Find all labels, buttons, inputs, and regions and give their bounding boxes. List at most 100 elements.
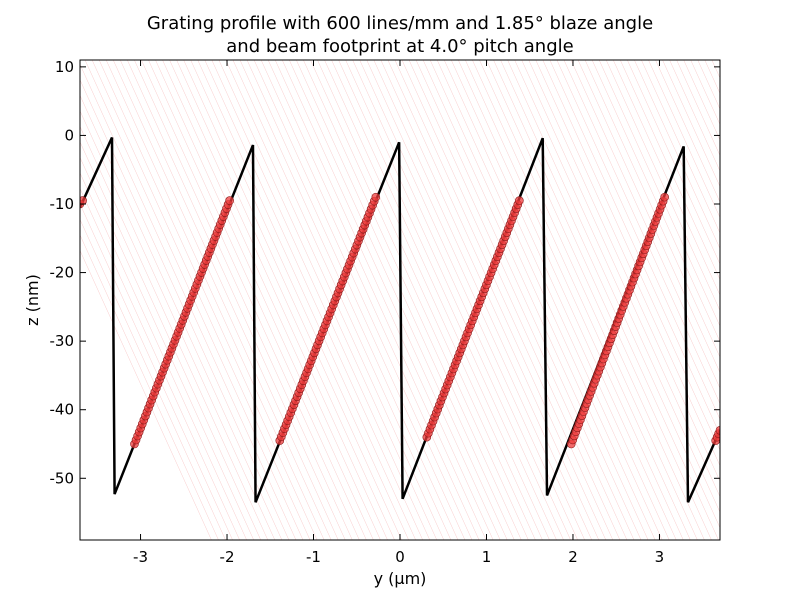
ray-trace-line bbox=[80, 141, 261, 540]
ray-trace-line bbox=[570, 60, 720, 389]
ray-trace-line bbox=[366, 60, 585, 540]
ray-trace-line bbox=[127, 60, 346, 540]
ray-trace-line bbox=[204, 60, 423, 540]
y-tick-label: -40 bbox=[50, 401, 75, 419]
ray-trace-line bbox=[711, 60, 720, 79]
chart-title-line-1: Grating profile with 600 lines/mm and 1.… bbox=[146, 13, 654, 34]
y-tick-label: -20 bbox=[50, 264, 75, 282]
y-axis-label: z (nm) bbox=[23, 274, 42, 326]
footprint-point bbox=[225, 196, 234, 205]
ray-trace-line bbox=[113, 60, 332, 540]
ray-trace-line bbox=[331, 60, 550, 540]
ray-trace-line bbox=[176, 60, 395, 540]
ray-trace-line bbox=[521, 60, 720, 498]
ray-trace-line bbox=[352, 60, 571, 540]
ray-trace-line bbox=[162, 60, 381, 540]
ray-trace-line bbox=[80, 125, 269, 540]
ray-trace-line bbox=[789, 60, 800, 540]
ray-trace-line bbox=[232, 60, 452, 540]
footprint-point bbox=[715, 425, 720, 435]
ray-trace-line bbox=[528, 60, 720, 482]
footprint-point bbox=[371, 192, 381, 202]
ray-trace-line bbox=[105, 60, 325, 540]
x-tick-label: -2 bbox=[220, 548, 235, 566]
ray-trace-line bbox=[338, 60, 557, 540]
footprint-point bbox=[660, 192, 669, 202]
ray-trace-line bbox=[190, 60, 409, 540]
ray-trace-line bbox=[239, 60, 459, 540]
ray-trace-line bbox=[260, 60, 480, 540]
ray-trace-line bbox=[479, 60, 698, 540]
ray-trace-line bbox=[197, 60, 416, 540]
ray-trace-line bbox=[733, 60, 800, 540]
ray-trace-line bbox=[662, 60, 720, 188]
ray-trace-line bbox=[246, 60, 466, 540]
ray-trace-line bbox=[80, 249, 212, 540]
ray-trace-line bbox=[598, 60, 720, 327]
profile-line bbox=[80, 136, 720, 503]
ray-trace-line bbox=[267, 60, 487, 540]
ray-trace-line bbox=[359, 60, 578, 540]
ray-trace-line bbox=[507, 60, 720, 529]
y-tick-label: -30 bbox=[50, 332, 75, 350]
ray-trace-line bbox=[183, 60, 402, 540]
ray-trace-line bbox=[591, 60, 720, 343]
ray-trace-line bbox=[274, 60, 494, 540]
ray-trace-line bbox=[289, 60, 508, 540]
ray-trace-line bbox=[718, 60, 720, 64]
ray-trace-line bbox=[253, 60, 473, 540]
ray-trace-line bbox=[422, 60, 642, 540]
ray-trace-line bbox=[80, 218, 226, 540]
ray-trace-line bbox=[303, 60, 522, 540]
footprint-point bbox=[515, 196, 524, 205]
ray-trace-line bbox=[98, 60, 318, 540]
ray-trace-line bbox=[775, 60, 800, 540]
ray-trace-line bbox=[655, 60, 720, 203]
ray-trace-line bbox=[80, 234, 219, 540]
ray-trace-line bbox=[697, 60, 720, 110]
ray-trace-line bbox=[80, 172, 247, 540]
ray-trace-line bbox=[458, 60, 677, 540]
x-axis-label: y (µm) bbox=[374, 569, 427, 588]
ray-trace-line bbox=[310, 60, 529, 540]
chart-title-line-2: and beam footprint at 4.0° pitch angle bbox=[226, 36, 574, 57]
ray-trace-line bbox=[634, 60, 720, 250]
ray-trace-line bbox=[380, 60, 600, 540]
ray-trace-line bbox=[148, 60, 367, 540]
ray-trace-line bbox=[80, 203, 233, 540]
ray-trace-line bbox=[465, 60, 684, 540]
ray-trace-line bbox=[80, 187, 240, 540]
ray-trace-line bbox=[549, 60, 720, 436]
ray-trace-line bbox=[296, 60, 515, 540]
ray-trace-line bbox=[796, 60, 800, 540]
ray-trace-line bbox=[704, 60, 720, 95]
ray-trace-line bbox=[605, 60, 720, 312]
y-tick-label: -50 bbox=[50, 469, 75, 487]
x-tick-label: 1 bbox=[482, 548, 492, 566]
ray-trace-line bbox=[394, 60, 614, 540]
ray-trace-line bbox=[415, 60, 635, 540]
ray-trace-line bbox=[726, 60, 800, 540]
ray-trace-line bbox=[676, 60, 720, 157]
ray-trace-line bbox=[782, 60, 800, 540]
ray-trace-line bbox=[627, 60, 720, 265]
ray-trace-line bbox=[436, 60, 656, 540]
ray-trace-line bbox=[761, 60, 800, 540]
ray-trace-line bbox=[768, 60, 800, 540]
ray-trace-line bbox=[211, 60, 431, 540]
x-tick-label: 2 bbox=[568, 548, 578, 566]
ray-trace-line bbox=[317, 60, 536, 540]
ray-trace-line bbox=[120, 60, 339, 540]
ray-trace-line bbox=[493, 60, 712, 540]
ray-trace-line bbox=[218, 60, 438, 540]
ray-trace-line bbox=[80, 156, 254, 540]
grating-profile bbox=[80, 136, 720, 503]
ray-trace-line bbox=[669, 60, 720, 172]
ray-trace-line bbox=[542, 60, 720, 451]
footprint-point bbox=[80, 196, 87, 205]
ray-trace-line bbox=[556, 60, 720, 420]
y-tick-label: 10 bbox=[55, 58, 74, 76]
ray-trace-line bbox=[613, 60, 720, 296]
